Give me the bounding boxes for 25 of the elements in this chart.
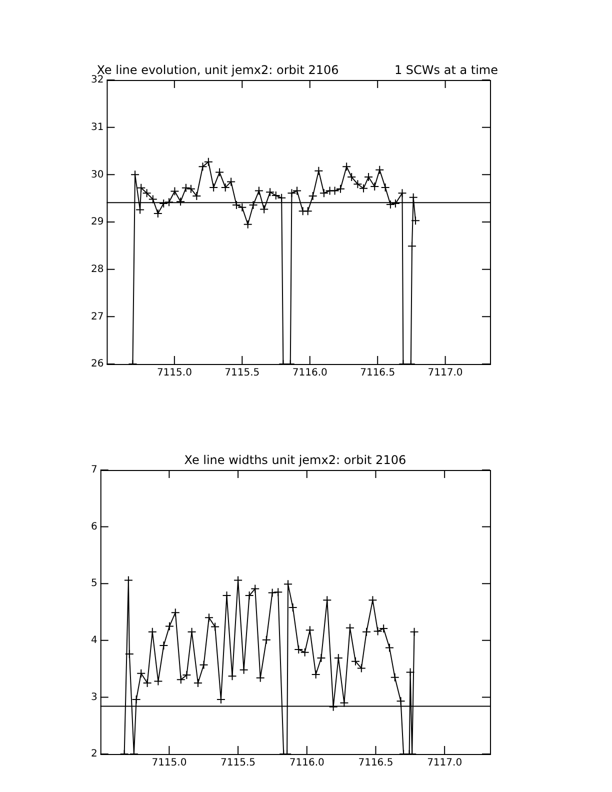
y-tick-label: 32	[90, 74, 104, 86]
y-tick-label: 2	[90, 748, 98, 760]
y-tick-label: 26	[90, 358, 104, 370]
y-tick-label: 27	[90, 311, 104, 322]
y-tick-label: 5	[90, 578, 98, 590]
y-tick-label: 31	[90, 122, 104, 133]
y-tick-label: 3	[90, 692, 98, 703]
x-tick-label: 7117.0	[427, 758, 462, 769]
chart-subtitle: 1 SCWs at a time	[394, 63, 498, 78]
x-tick-label: 7115.0	[156, 368, 192, 379]
x-tick-label: 7116.0	[292, 368, 328, 379]
y-tick-label: 30	[90, 169, 104, 180]
y-tick-label: 7	[90, 464, 98, 476]
y-tick-label: 4	[90, 634, 98, 646]
x-tick-label: 7117.0	[428, 368, 463, 379]
x-tick-label: 7115.0	[152, 758, 187, 769]
x-tick-label: 7115.5	[220, 758, 256, 769]
y-tick-label: 6	[90, 521, 98, 532]
chart-title: Xe line widths unit jemx2: orbit 2106	[184, 453, 406, 468]
y-tick-label: 29	[90, 216, 104, 228]
x-tick-label: 7116.5	[360, 368, 396, 379]
x-tick-label: 7116.0	[289, 758, 324, 769]
x-tick-label: 7116.5	[358, 758, 394, 769]
y-tick-label: 28	[90, 264, 104, 275]
x-tick-label: 7115.5	[224, 368, 260, 379]
